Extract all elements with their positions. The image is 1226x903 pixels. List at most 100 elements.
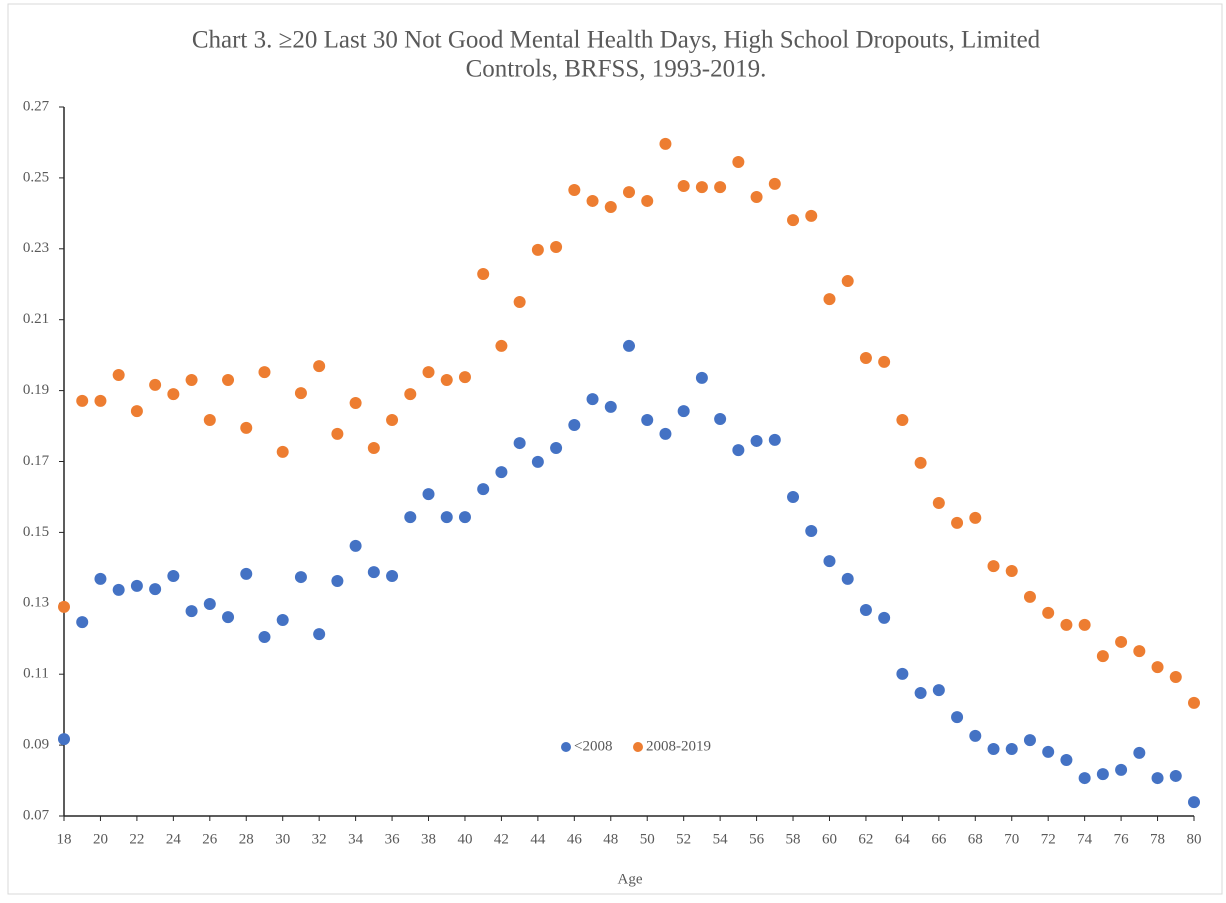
point	[513, 295, 526, 308]
x-tick-label: 74	[1077, 831, 1093, 847]
point	[313, 628, 326, 641]
point	[714, 412, 727, 425]
x-tick-label: 44	[530, 831, 546, 847]
point	[1151, 772, 1164, 785]
x-tick-label: 30	[275, 831, 290, 847]
point	[1096, 768, 1109, 781]
point	[386, 414, 399, 427]
point	[969, 511, 982, 524]
point	[167, 388, 180, 401]
point	[240, 421, 253, 434]
point	[714, 181, 727, 194]
x-tick-label: 38	[421, 831, 436, 847]
point	[732, 155, 745, 168]
x-tick-label: 20	[93, 831, 108, 847]
point	[258, 630, 271, 643]
chart-title: Controls, BRFSS, 1993-2019.	[466, 56, 767, 83]
point	[732, 444, 745, 457]
x-tick-label: 28	[239, 831, 254, 847]
point	[349, 397, 362, 410]
point	[878, 611, 891, 624]
point	[477, 267, 490, 280]
x-tick-label: 76	[1114, 831, 1130, 847]
point	[951, 516, 964, 529]
point	[659, 137, 672, 150]
point	[76, 394, 89, 407]
x-tick-label: 70	[1004, 831, 1019, 847]
point	[932, 684, 945, 697]
point	[58, 733, 70, 746]
point	[859, 351, 872, 364]
point	[787, 490, 800, 503]
point	[550, 442, 563, 455]
point	[932, 496, 945, 509]
point	[750, 434, 763, 447]
chart-title: Chart 3. ≥20 Last 30 Not Good Mental Hea…	[192, 27, 1041, 54]
point	[58, 600, 70, 613]
point	[641, 414, 654, 427]
point	[1060, 618, 1073, 631]
x-tick-label: 24	[166, 831, 182, 847]
y-tick-label: 0.15	[23, 524, 49, 540]
x-tick-label: 66	[931, 831, 947, 847]
point	[1151, 661, 1164, 674]
point	[805, 524, 818, 537]
point	[604, 400, 617, 413]
point	[349, 539, 362, 552]
point	[896, 414, 909, 427]
point	[1133, 645, 1146, 658]
point	[695, 371, 708, 384]
legend-marker	[561, 742, 571, 752]
point	[495, 339, 508, 352]
point	[1042, 606, 1055, 619]
point	[914, 456, 927, 469]
y-tick-label: 0.13	[23, 595, 49, 611]
point	[659, 427, 672, 440]
y-tick-label: 0.19	[23, 382, 49, 398]
point	[222, 373, 235, 386]
y-tick-label: 0.27	[23, 98, 50, 114]
point	[331, 574, 344, 587]
point	[878, 355, 891, 368]
point	[1005, 742, 1018, 755]
point	[1060, 753, 1073, 766]
point	[859, 604, 872, 617]
x-tick-label: 54	[713, 831, 729, 847]
x-tick-label: 32	[312, 831, 327, 847]
point	[1005, 565, 1018, 578]
x-tick-label: 36	[385, 831, 401, 847]
point	[130, 405, 143, 418]
point	[167, 570, 180, 583]
point	[1188, 796, 1200, 809]
y-tick-label: 0.23	[23, 240, 49, 256]
point	[203, 414, 216, 427]
point	[458, 371, 471, 384]
point	[568, 418, 581, 431]
point	[586, 194, 599, 207]
point	[1078, 618, 1091, 631]
x-tick-label: 64	[895, 831, 911, 847]
point	[987, 560, 1000, 573]
point	[222, 611, 235, 624]
point	[987, 742, 1000, 755]
point	[951, 711, 964, 724]
y-tick-label: 0.25	[23, 169, 49, 185]
point	[823, 293, 836, 306]
legend-marker	[633, 742, 643, 752]
x-tick-label: 80	[1187, 831, 1202, 847]
point	[604, 200, 617, 213]
point	[1023, 590, 1036, 603]
point	[750, 191, 763, 204]
point	[896, 667, 909, 680]
point	[787, 214, 800, 227]
x-tick-label: 62	[858, 831, 873, 847]
x-tick-label: 68	[968, 831, 983, 847]
point	[1042, 745, 1055, 758]
x-tick-label: 34	[348, 831, 364, 847]
x-tick-label: 26	[202, 831, 218, 847]
point	[1169, 769, 1182, 782]
point	[367, 442, 380, 455]
x-tick-label: 50	[640, 831, 655, 847]
point	[331, 427, 344, 440]
